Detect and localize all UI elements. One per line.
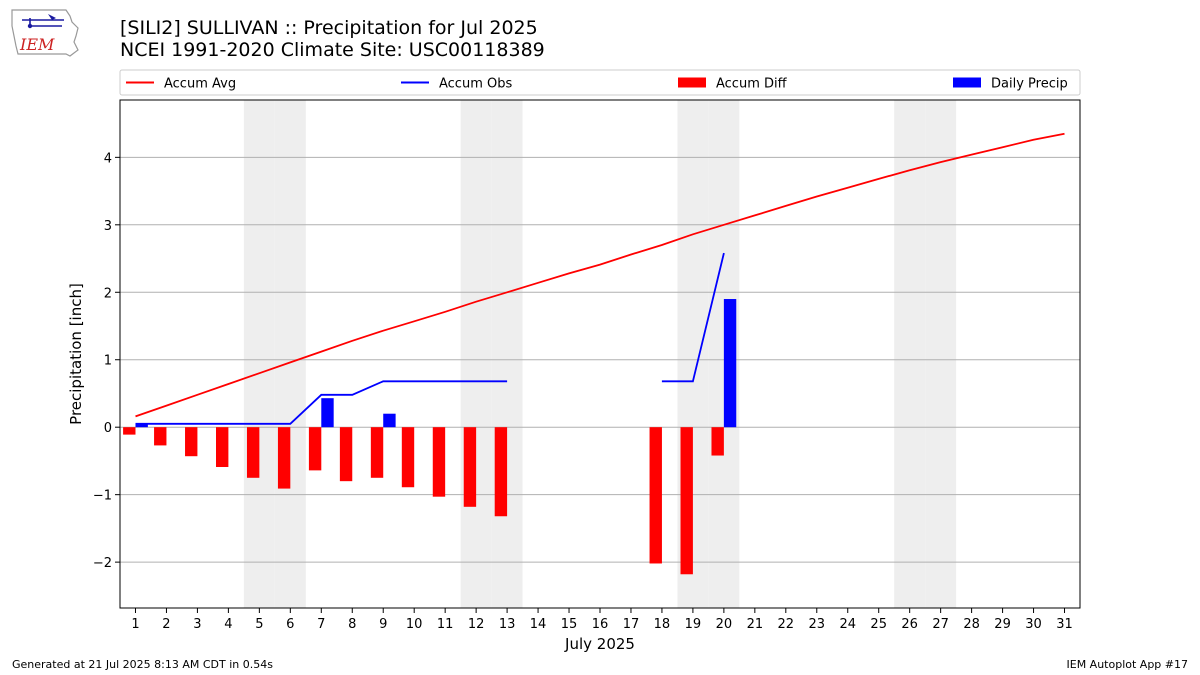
weekend-shade-13 [491, 100, 523, 608]
daily-precip-bar-1 [135, 423, 148, 428]
footer-generated: Generated at 21 Jul 2025 8:13 AM CDT in … [12, 658, 273, 671]
legend-label-daily-precip: Daily Precip [991, 77, 1068, 92]
accum-diff-bar-7 [308, 427, 322, 471]
legend-label-accum-diff: Accum Diff [716, 77, 788, 92]
x-tick-label: 11 [437, 617, 454, 632]
legend-swatch-daily-precip [953, 77, 981, 88]
y-tick-label: 3 [104, 219, 112, 234]
accum-diff-bar-6 [277, 427, 291, 489]
y-tick-label: 1 [104, 354, 112, 369]
x-tick-label: 4 [224, 617, 232, 632]
chart-subtitle: NCEI 1991-2020 Climate Site: USC00118389 [120, 39, 545, 61]
accum-diff-bar-4 [216, 427, 229, 468]
x-tick-label: 23 [809, 617, 826, 632]
x-tick-label: 16 [592, 617, 609, 632]
grid-lines [120, 156, 1080, 563]
iem-logo: IEM [11, 9, 79, 57]
x-tick-label: 6 [286, 617, 294, 632]
x-tick-label: 13 [499, 617, 516, 632]
x-tick-label: 22 [778, 617, 795, 632]
x-tick-label: 24 [839, 617, 856, 632]
x-tick-label: 7 [317, 617, 325, 632]
logo-text: IEM [19, 35, 55, 54]
y-axis-label: Precipitation [inch] [67, 283, 85, 425]
legend-label-accum-avg: Accum Avg [164, 77, 236, 92]
accum-diff-bar-10 [401, 427, 415, 488]
x-tick-label: 8 [348, 617, 356, 632]
weekend-shade-27 [925, 100, 957, 608]
weekend-shade-6 [274, 100, 306, 608]
bar-series [123, 299, 737, 575]
x-tick-label: 10 [406, 617, 423, 632]
accum-diff-bar-13 [494, 427, 508, 517]
line-series [135, 132, 1065, 425]
weekend-shade-12 [460, 100, 492, 608]
accum-diff-bar-3 [185, 427, 198, 457]
x-tick-label: 27 [932, 617, 949, 632]
chart-title: [SILI2] SULLIVAN :: Precipitation for Ju… [120, 17, 538, 39]
y-tick-label: 4 [104, 151, 112, 166]
x-tick-label: 5 [255, 617, 263, 632]
accum-obs-line-0 [135, 380, 508, 425]
x-tick-label: 15 [561, 617, 578, 632]
accum-diff-bar-19 [680, 427, 693, 575]
accum-diff-bar-5 [246, 427, 260, 478]
accum-diff-bar-18 [649, 427, 662, 564]
y-tick-label: 2 [104, 286, 112, 301]
x-tick-label: 25 [870, 617, 887, 632]
x-tick-label: 9 [379, 617, 387, 632]
daily-precip-bar-7 [321, 398, 334, 428]
x-tick-label: 20 [716, 617, 733, 632]
legend: Accum Avg Accum Obs Accum Diff Daily Precip [119, 69, 1081, 96]
y-tick-label: 0 [104, 421, 112, 436]
x-tick-label: 28 [963, 617, 980, 632]
legend-label-accum-obs: Accum Obs [439, 77, 512, 92]
accum-diff-bar-12 [463, 427, 477, 507]
x-tick-label: 21 [747, 617, 764, 632]
daily-precip-bar-20 [723, 299, 737, 428]
legend-swatch-accum-diff [678, 77, 706, 88]
x-tick-label: 31 [1056, 617, 1073, 632]
accum-diff-bar-1 [123, 427, 136, 435]
weekend-shading [243, 100, 957, 608]
x-tick-label: 18 [654, 617, 671, 632]
y-tick-label: −2 [93, 556, 112, 571]
x-tick-label: 14 [530, 617, 547, 632]
accum-diff-bar-8 [339, 427, 353, 482]
x-tick-label: 12 [468, 617, 485, 632]
x-tick-label: 29 [994, 617, 1011, 632]
x-tick-label: 19 [685, 617, 702, 632]
daily-precip-bar-9 [383, 413, 396, 428]
x-tick-label: 30 [1025, 617, 1042, 632]
x-tick-label: 1 [131, 617, 139, 632]
accum-diff-bar-20 [711, 427, 724, 456]
accum-diff-bar-11 [432, 427, 446, 497]
x-tick-label: 26 [901, 617, 918, 632]
x-tick-label: 2 [162, 617, 170, 632]
legend-box [119, 69, 1081, 96]
weekend-shade-26 [894, 100, 926, 608]
weekend-shade-5 [243, 100, 275, 608]
x-tick-label: 17 [623, 617, 640, 632]
footer-app: IEM Autoplot App #17 [1066, 658, 1189, 671]
x-axis-label: July 2025 [564, 635, 635, 653]
accum-avg-line-0 [135, 132, 1065, 418]
accum-diff-bar-9 [370, 427, 384, 478]
accum-obs-line-1 [661, 252, 725, 383]
x-tick-label: 3 [193, 617, 201, 632]
y-tick-label: −1 [93, 489, 112, 504]
accum-diff-bar-2 [154, 427, 167, 446]
